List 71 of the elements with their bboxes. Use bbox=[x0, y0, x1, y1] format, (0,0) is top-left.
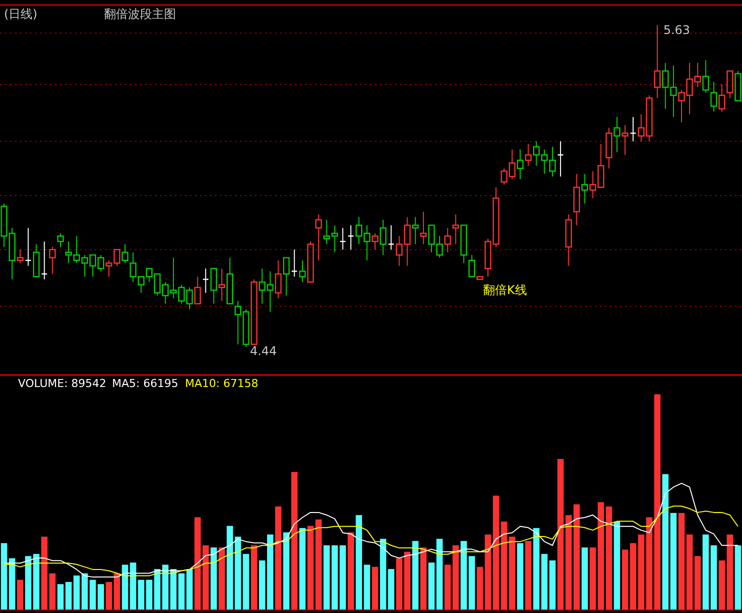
bar bbox=[517, 543, 524, 610]
bar bbox=[194, 517, 201, 610]
bar bbox=[565, 515, 572, 610]
bar bbox=[242, 554, 250, 610]
annotation: 4.44 bbox=[250, 344, 277, 358]
bar bbox=[106, 582, 112, 610]
bar bbox=[130, 562, 136, 610]
bar bbox=[356, 515, 362, 610]
bar bbox=[412, 540, 419, 610]
bar bbox=[364, 564, 370, 610]
bar bbox=[726, 534, 734, 610]
annotation: 翻倍K线 bbox=[483, 283, 527, 297]
bar bbox=[614, 522, 620, 610]
bar bbox=[557, 459, 564, 610]
bar bbox=[226, 526, 234, 610]
bar bbox=[210, 547, 217, 610]
bar bbox=[283, 532, 290, 610]
bar bbox=[606, 506, 612, 610]
chart-title: (日线) bbox=[4, 7, 38, 21]
bar bbox=[0, 543, 8, 610]
bar bbox=[533, 528, 540, 610]
bar bbox=[307, 526, 314, 610]
bar bbox=[718, 560, 725, 610]
bar bbox=[500, 522, 508, 610]
bar bbox=[275, 506, 282, 610]
bar bbox=[202, 545, 209, 610]
bar bbox=[372, 566, 378, 610]
bar bbox=[549, 560, 556, 610]
bar bbox=[734, 545, 742, 610]
bar bbox=[122, 564, 128, 610]
bar bbox=[428, 562, 435, 610]
bar bbox=[686, 534, 693, 610]
bar bbox=[178, 573, 185, 610]
bar bbox=[622, 550, 628, 610]
bar bbox=[218, 547, 225, 610]
bar bbox=[541, 554, 548, 610]
bar bbox=[582, 547, 588, 610]
bar bbox=[315, 519, 322, 610]
bar bbox=[41, 536, 48, 610]
bar bbox=[57, 584, 64, 610]
bar bbox=[420, 547, 427, 610]
text: MA10: 67158 bbox=[185, 377, 258, 390]
bar bbox=[574, 504, 580, 610]
bar bbox=[234, 536, 242, 610]
bar bbox=[380, 538, 386, 610]
text: VOLUME: 89542 bbox=[18, 377, 106, 390]
bar bbox=[694, 556, 701, 610]
bar bbox=[508, 536, 516, 610]
bar bbox=[662, 474, 669, 610]
bar bbox=[114, 573, 120, 610]
bar bbox=[8, 558, 16, 610]
bar bbox=[388, 569, 394, 610]
bar bbox=[484, 534, 492, 610]
bar bbox=[170, 569, 177, 610]
bar bbox=[291, 472, 298, 610]
chart-subtitle: 翻倍波段主图 bbox=[104, 7, 176, 21]
bar bbox=[186, 569, 193, 610]
bar bbox=[525, 540, 532, 610]
bar bbox=[476, 566, 484, 610]
bar bbox=[17, 580, 24, 610]
bar bbox=[65, 582, 72, 610]
bar bbox=[299, 528, 306, 610]
bar bbox=[49, 573, 56, 610]
bar bbox=[670, 512, 677, 610]
annotation: 5.63 bbox=[663, 23, 690, 37]
bar bbox=[678, 512, 685, 610]
bar bbox=[436, 538, 443, 610]
bar bbox=[250, 545, 258, 610]
bar bbox=[492, 496, 500, 610]
text: MA5: 66195 bbox=[112, 377, 178, 390]
bar bbox=[348, 532, 354, 610]
